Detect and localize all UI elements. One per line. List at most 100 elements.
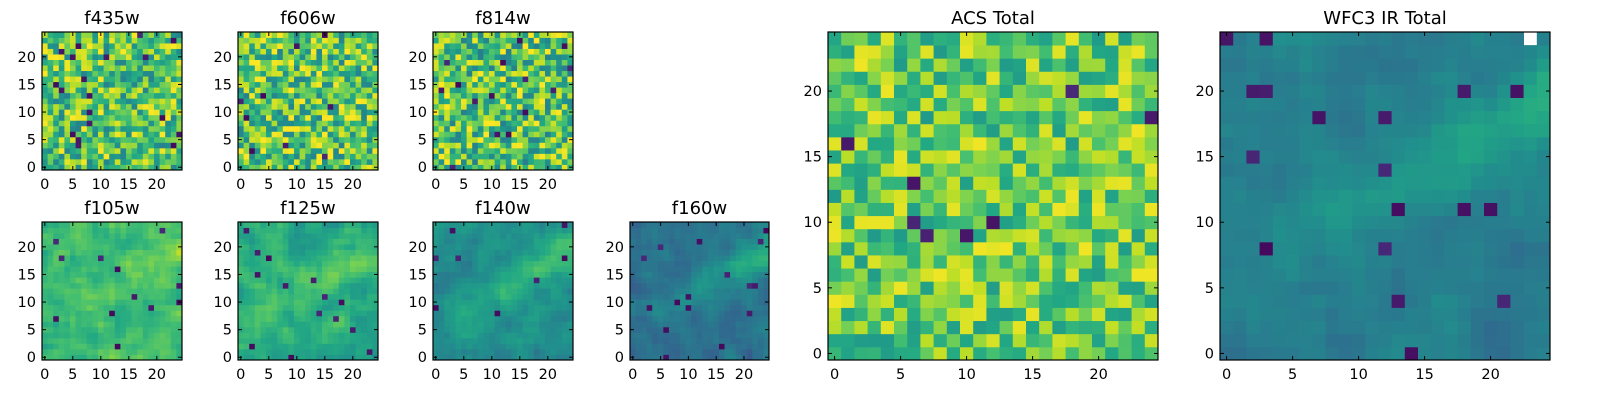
heatmap-cell — [81, 260, 88, 267]
heatmap-cell — [316, 37, 323, 44]
heatmap-cell — [64, 233, 71, 239]
heatmap-cell — [92, 271, 99, 278]
heatmap-cell — [663, 288, 670, 295]
heatmap-cell — [277, 43, 284, 49]
heatmap-cell — [489, 233, 495, 239]
heatmap-cell — [294, 233, 300, 239]
heatmap-cell — [630, 288, 636, 295]
heatmap-cell — [305, 153, 312, 160]
heatmap-cell — [494, 227, 501, 234]
heatmap-cell — [53, 54, 60, 60]
heatmap-cell — [249, 125, 256, 132]
heatmap-cell — [81, 343, 88, 350]
heatmap-cell — [333, 238, 340, 245]
heatmap-cell — [505, 233, 512, 239]
heatmap-cell — [741, 288, 748, 295]
heatmap-cell — [545, 255, 551, 262]
heatmap-cell — [305, 76, 312, 83]
heatmap-cell — [372, 43, 379, 49]
heatmap-cell — [828, 255, 842, 269]
heatmap-cell — [266, 244, 272, 250]
heatmap-cell — [999, 150, 1014, 164]
heatmap-cell — [641, 249, 648, 256]
heatmap-cell — [305, 87, 312, 94]
heatmap-cell — [305, 249, 312, 256]
heatmap-cell — [522, 37, 529, 44]
heatmap-cell — [154, 131, 160, 138]
heatmap-cell — [894, 215, 908, 230]
heatmap-cell — [142, 131, 149, 138]
heatmap-cell — [238, 293, 244, 300]
heatmap-cell — [170, 266, 177, 273]
heatmap-cell — [718, 271, 725, 278]
heatmap-cell — [533, 343, 540, 350]
heatmap-cell — [500, 147, 507, 154]
heatmap-cell — [333, 70, 340, 77]
heatmap-cell — [53, 255, 60, 262]
heatmap-cell — [477, 299, 484, 306]
heatmap-cell — [724, 277, 731, 284]
heatmap-cell — [137, 277, 144, 284]
heatmap-cell — [707, 310, 714, 317]
heatmap-cell — [494, 238, 501, 245]
heatmap-cell — [277, 109, 284, 116]
heatmap-cell — [517, 43, 523, 49]
heatmap-cell — [702, 244, 709, 250]
heatmap-cell — [98, 131, 104, 138]
heatmap-cell — [103, 343, 110, 350]
heatmap-cell — [109, 147, 116, 154]
heatmap-cell — [316, 233, 323, 239]
heatmap-cell — [170, 310, 177, 317]
heatmap-cell — [545, 249, 551, 256]
heatmap-cell — [165, 125, 172, 132]
heatmap-cell — [154, 255, 160, 262]
heatmap-cell — [691, 249, 698, 256]
heatmap-cell — [511, 238, 518, 245]
heatmap-cell — [561, 65, 568, 72]
heatmap-cell — [539, 147, 546, 154]
heatmap-cell — [288, 348, 295, 355]
heatmap-cell — [730, 266, 737, 273]
heatmap-cell — [327, 120, 334, 127]
heatmap-cell — [444, 233, 451, 239]
heatmap-cell — [1078, 228, 1093, 243]
heatmap-cell — [533, 222, 540, 228]
heatmap-cell — [92, 282, 99, 289]
heatmap-cell — [920, 163, 934, 177]
heatmap-cell — [333, 326, 340, 333]
heatmap-cell — [176, 92, 183, 99]
heatmap-cell — [154, 158, 160, 165]
heatmap-cell — [489, 238, 495, 245]
heatmap-cell — [355, 125, 362, 132]
heatmap-cell — [545, 321, 551, 328]
heatmap-cell — [483, 59, 490, 66]
heatmap-cell — [238, 158, 244, 165]
heatmap-cell — [461, 293, 467, 300]
heatmap-cell — [752, 348, 759, 355]
heatmap-cell — [249, 310, 256, 317]
heatmap-cell — [517, 304, 523, 311]
heatmap-cell — [114, 125, 121, 132]
heatmap-cell — [299, 48, 306, 55]
heatmap-cell — [305, 37, 312, 44]
heatmap-cell — [361, 282, 368, 289]
heatmap-cell — [120, 348, 127, 355]
heatmap-cell — [668, 233, 675, 239]
heatmap-cell — [724, 288, 731, 295]
heatmap-cell — [333, 81, 340, 88]
heatmap-cell — [299, 343, 306, 350]
heatmap-cell — [646, 354, 653, 361]
heatmap-cell — [674, 304, 681, 311]
heatmap-cell — [920, 189, 934, 203]
heatmap-cell — [288, 32, 295, 38]
heatmap-cell — [517, 92, 523, 99]
heatmap-cell — [556, 315, 563, 322]
heatmap-cell — [533, 147, 540, 154]
heatmap-cell — [310, 81, 317, 88]
heatmap-cell — [58, 255, 65, 262]
heatmap-cell — [154, 277, 160, 284]
heatmap-cell — [86, 266, 93, 273]
heatmap-cell — [47, 92, 54, 99]
heatmap-cell — [176, 293, 183, 300]
